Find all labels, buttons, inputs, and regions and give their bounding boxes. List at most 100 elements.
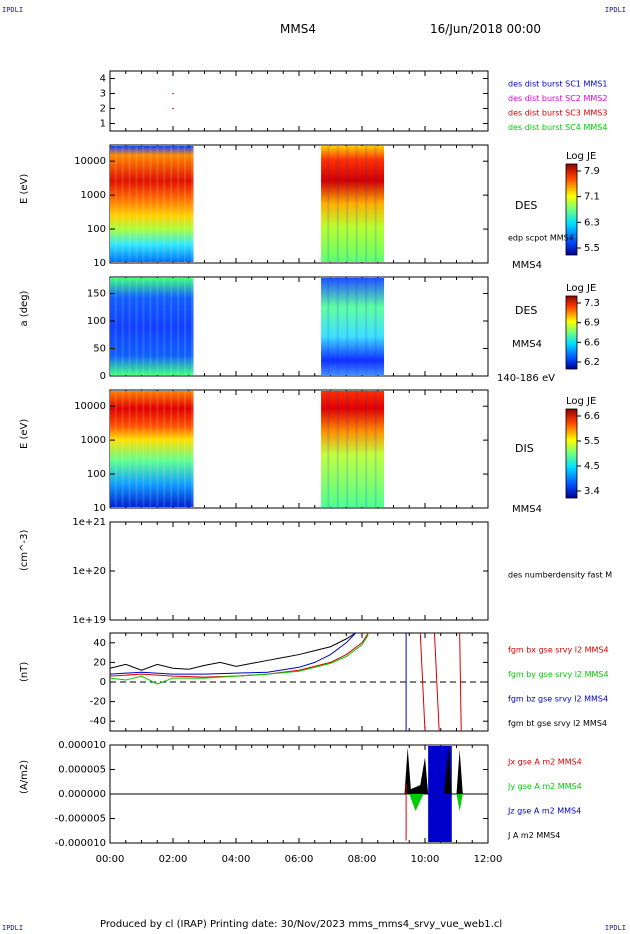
- legend-entry: fgm bz gse srvy l2 MMS4: [508, 695, 608, 704]
- spectrogram-stripe: [149, 146, 152, 262]
- current-burst-j: [404, 747, 429, 794]
- colorbar-tick-label: 6.6: [584, 337, 600, 348]
- legend-entry: Jy gse A m2 MMS4: [507, 782, 582, 791]
- spectrogram-stripe: [184, 278, 187, 375]
- panel-label-des: DES: [515, 304, 537, 317]
- spectrogram-stripe: [156, 391, 159, 507]
- spectrogram-stripe: [355, 278, 358, 375]
- y-axis-title: E (eV): [19, 419, 30, 449]
- current-burst-jy: [456, 794, 463, 812]
- spectrogram-stripe: [149, 278, 152, 375]
- footer-credit: Produced by cl (IRAP) Printing date: 30/…: [100, 919, 503, 930]
- spectrogram-stripe: [163, 146, 166, 262]
- annotation-mms4: MMS4: [512, 339, 542, 350]
- colorbar: [565, 408, 578, 499]
- y-tick-label: -40: [90, 716, 106, 727]
- annotation-energy-range: 140-186 eV: [497, 373, 555, 384]
- burst-mark: [172, 92, 174, 95]
- spectrogram-stripe: [121, 391, 124, 507]
- spectrogram-stripe: [149, 391, 152, 507]
- spectrogram-stripe: [128, 391, 131, 507]
- y-tick-label: -0.000010: [55, 838, 106, 849]
- legend-entry: Jx gse A m2 MMS4: [507, 758, 582, 767]
- y-tick-label: 100: [87, 316, 106, 327]
- spectrogram-stripe: [177, 146, 180, 262]
- colorbar-title: Log JE: [566, 283, 596, 294]
- spectrogram-stripe: [170, 391, 173, 507]
- y-axis-title: E (eV): [19, 174, 30, 204]
- colorbar-tick-label: 7.1: [584, 192, 600, 203]
- y-tick-label: 100: [87, 224, 106, 235]
- panel-frame-1: [109, 70, 489, 132]
- y-axis-title: (nT): [19, 662, 30, 682]
- date-title: 16/Jun/2018 00:00: [430, 22, 542, 36]
- spectrogram-stripe: [346, 146, 349, 262]
- y-tick-label: 1000: [81, 435, 106, 446]
- spectrogram-block-2: [321, 146, 385, 262]
- y-tick-label: -0.000005: [55, 814, 106, 825]
- x-tick-label: 02:00: [159, 854, 188, 865]
- y-tick-label: 10000: [74, 401, 106, 412]
- y-tick-label: 3: [100, 89, 106, 100]
- colorbar-tick-label: 6.3: [584, 217, 600, 228]
- y-tick-label: 0: [100, 677, 106, 688]
- y-tick-label: 1e+21: [72, 517, 106, 528]
- spectrogram-stripe: [327, 146, 330, 262]
- y-tick-label: 40: [93, 638, 106, 649]
- spectrogram-stripe: [184, 391, 187, 507]
- spacecraft-title: MMS4: [280, 22, 316, 36]
- legend-entry: des dist burst SC4 MMS4: [508, 123, 607, 132]
- y-tick-label: 10000: [74, 156, 106, 167]
- spectrogram-stripe: [336, 146, 339, 262]
- y-tick-label: 50: [93, 344, 106, 355]
- corner-label-bottom-left: IPDLI: [2, 924, 24, 932]
- colorbar: [565, 295, 578, 370]
- y-tick-label: 10: [93, 258, 106, 269]
- x-tick-label: 00:00: [96, 854, 125, 865]
- spectrogram-stripe: [374, 278, 377, 375]
- annotation-mms4: MMS4: [512, 504, 542, 515]
- spectrogram-stripe: [346, 278, 349, 375]
- y-tick-label: 10: [93, 503, 106, 514]
- current-burst-j: [456, 749, 463, 794]
- spectrogram-stripe: [190, 146, 193, 262]
- colorbar-tick-label: 6.2: [584, 357, 600, 368]
- spectrogram-stripe: [336, 391, 339, 507]
- legend-entry: Jz gse A m2 MMS4: [507, 807, 581, 816]
- corner-label-top-left: IPDLI: [2, 6, 24, 14]
- spectrogram-stripe: [163, 278, 166, 375]
- spectrogram-block-1: [110, 146, 194, 262]
- spectrogram-stripe: [327, 391, 330, 507]
- colorbar-tick-label: 6.6: [584, 411, 600, 422]
- series-line: [433, 632, 440, 732]
- y-tick-label: 100: [87, 469, 106, 480]
- colorbar-tick-label: 5.5: [584, 243, 600, 254]
- y-tick-label: 0.000005: [58, 765, 106, 776]
- annotation-scpot: edp scpot MMS4: [508, 234, 574, 243]
- spectrogram-stripe: [365, 146, 368, 262]
- panel-label-des: DES: [515, 199, 537, 212]
- x-tick-label: 10:00: [411, 854, 440, 865]
- colorbar-tick-label: 7.9: [584, 166, 600, 177]
- spectrogram-stripe: [142, 391, 145, 507]
- current-burst-jz: [428, 746, 452, 842]
- colorbar: [565, 163, 578, 256]
- spectrogram-stripe: [135, 278, 138, 375]
- spectrogram-stripe: [163, 391, 166, 507]
- spectrogram-stripe: [374, 146, 377, 262]
- spectrogram-stripe: [135, 391, 138, 507]
- spectrogram-stripe: [355, 146, 358, 262]
- spectrogram-stripe: [114, 146, 117, 262]
- panel-label-dis: DIS: [515, 442, 534, 455]
- y-tick-label: -20: [90, 697, 106, 708]
- spectrogram-stripe: [135, 146, 138, 262]
- colorbar-tick-label: 6.9: [584, 318, 600, 329]
- spectrogram-stripe: [156, 278, 159, 375]
- spectrogram-stripe: [142, 278, 145, 375]
- series-line: [419, 632, 426, 732]
- y-axis-title: a (deg): [19, 290, 30, 326]
- y-tick-label: 0.000010: [58, 740, 106, 751]
- y-axis-title: (cm^-3): [19, 530, 30, 571]
- spectrogram-stripe: [156, 146, 159, 262]
- spectrogram-block-2: [321, 391, 385, 507]
